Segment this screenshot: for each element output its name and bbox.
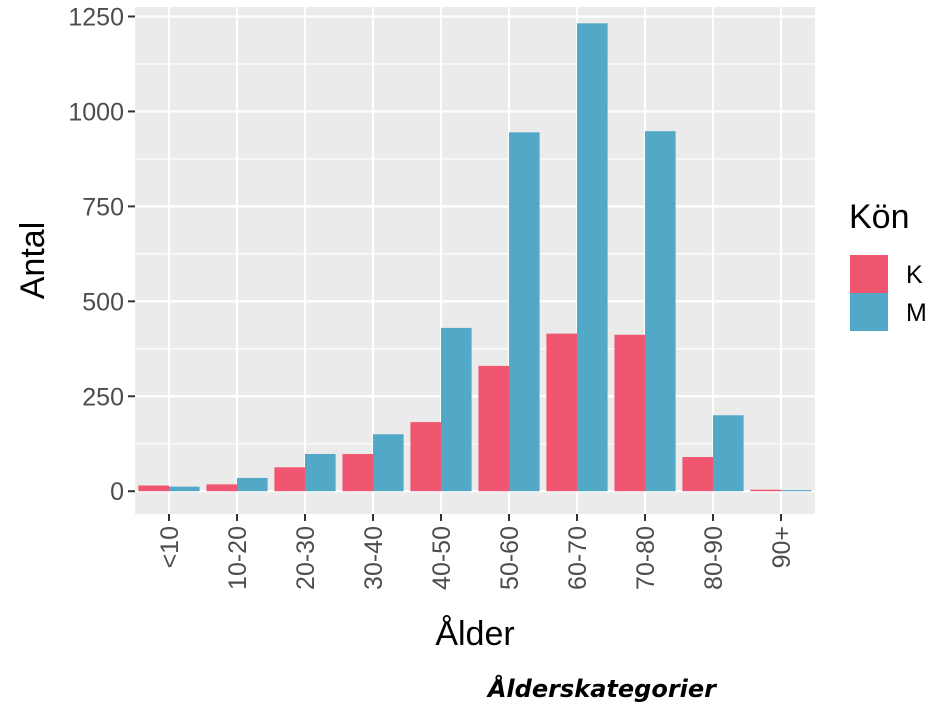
x-tick-label: 20-30 <box>292 526 320 590</box>
bar-M-30-40 <box>373 434 404 492</box>
x-tick-label: 10-20 <box>224 526 252 590</box>
bars <box>138 23 812 492</box>
bar-M-50-60 <box>509 132 540 492</box>
legend-label-K: K <box>906 261 923 289</box>
bar-M-20-30 <box>305 453 336 492</box>
bar-K-10-20 <box>206 484 237 492</box>
x-tick-label: 50-60 <box>496 526 524 590</box>
bar-K-90+ <box>750 489 781 492</box>
bar-M-80-90 <box>713 415 744 492</box>
bar-K-20-30 <box>274 467 305 492</box>
y-tick-label: 750 <box>82 193 124 221</box>
x-tick-label: 60-70 <box>564 526 592 590</box>
x-tick-label: 40-50 <box>428 526 456 590</box>
legend-key-M <box>850 293 888 331</box>
y-axis-ticks: 0 250 500 750 1000 1250 <box>68 3 135 506</box>
bar-M-90+ <box>781 490 812 492</box>
x-tick-label: 90+ <box>768 526 796 568</box>
y-tick-label: 250 <box>82 383 124 411</box>
plot-panel <box>135 7 815 514</box>
bar-K-<10 <box>138 485 169 492</box>
x-tick-label: <10 <box>156 526 184 568</box>
legend-label-M: M <box>906 299 927 327</box>
bar-M-<10 <box>169 486 200 492</box>
bar-K-60-70 <box>546 333 577 492</box>
caption: Ålderskategorier <box>486 674 718 703</box>
legend-key-K <box>850 255 888 293</box>
bar-K-70-80 <box>614 334 645 492</box>
bar-M-10-20 <box>237 477 268 492</box>
bar-K-40-50 <box>410 422 441 492</box>
minor-gridlines <box>135 63 815 445</box>
legend-title: Kön <box>849 198 910 236</box>
y-tick-label: 1250 <box>68 3 124 31</box>
y-tick-label: 1000 <box>68 98 124 126</box>
bar-M-70-80 <box>645 131 676 492</box>
bar-M-40-50 <box>441 327 472 492</box>
y-tick-label: 0 <box>110 478 124 506</box>
bar-K-80-90 <box>682 457 713 492</box>
bar-K-50-60 <box>478 365 509 492</box>
x-tick-label: 70-80 <box>632 526 660 590</box>
x-axis-ticks: <10 10-20 20-30 30-40 40-50 50-60 60-70 70-80 80… <box>156 514 796 590</box>
legend: Kön KM <box>849 198 927 331</box>
y-axis-title: Antal <box>14 222 52 300</box>
x-tick-label: 80-90 <box>700 526 728 590</box>
x-axis-title: Ålder <box>435 615 514 653</box>
bar-K-30-40 <box>342 453 373 492</box>
y-tick-label: 500 <box>82 288 124 316</box>
x-tick-label: 30-40 <box>360 526 388 590</box>
bar-M-60-70 <box>577 23 608 492</box>
